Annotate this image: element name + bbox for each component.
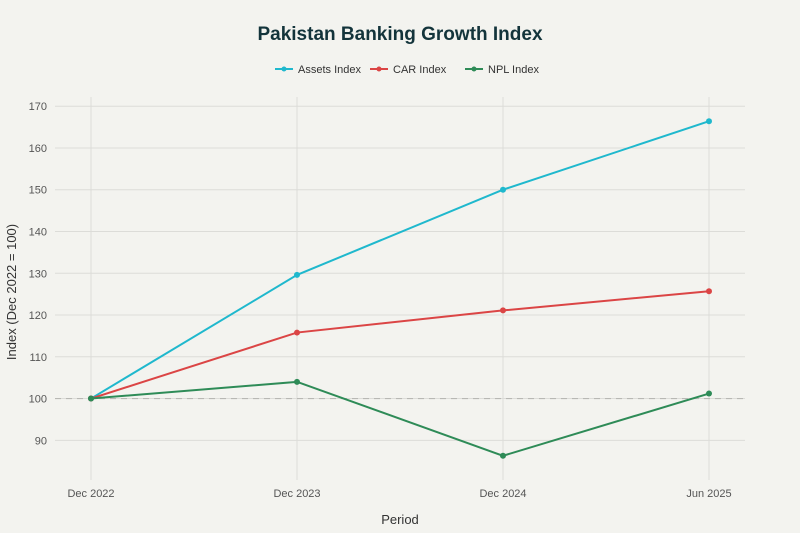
data-point: [294, 271, 300, 278]
legend-label: CAR Index: [393, 64, 447, 76]
y-axis-label: Index (Dec 2022 = 100): [4, 224, 19, 360]
x-tick-label: Dec 2024: [479, 488, 526, 500]
data-point: [500, 452, 506, 459]
y-tick-label: 160: [29, 143, 47, 155]
grid: 90 100 110 120 130 140 150 160 170 Dec 2022 Dec 20…: [29, 97, 745, 500]
x-tick-label: Jun 2025: [686, 488, 731, 500]
data-point: [500, 186, 506, 193]
data-point: [294, 378, 300, 385]
series-line-car-index: [90, 290, 710, 400]
y-tick-label: 140: [29, 226, 47, 238]
y-tick-label: 170: [29, 101, 47, 113]
legend-marker: [281, 66, 287, 72]
legend-label: Assets Index: [298, 64, 361, 76]
y-tick-label: 150: [29, 185, 47, 197]
x-tick-label: Dec 2023: [273, 488, 320, 500]
chart-title: Pakistan Banking Growth Index: [257, 24, 542, 45]
data-point: [706, 118, 712, 125]
x-axis-label: Period: [381, 512, 419, 527]
data-point: [88, 395, 94, 402]
series-line-npl-index: [90, 380, 710, 457]
data-point: [706, 288, 712, 295]
y-tick-label: 110: [29, 352, 47, 364]
legend-marker: [471, 66, 477, 72]
y-tick-label: 100: [29, 394, 47, 406]
legend-marker: [376, 66, 382, 72]
data-point: [294, 329, 300, 336]
legend-label: NPL Index: [488, 64, 539, 76]
legend: Assets Index CAR Index NPL Index: [275, 64, 539, 76]
data-point: [706, 390, 712, 397]
data-point: [500, 307, 506, 314]
series-group: [88, 118, 712, 459]
series-line-assets-index: [90, 120, 710, 400]
y-tick-label: 130: [29, 268, 47, 280]
y-tick-label: 120: [29, 310, 47, 322]
x-tick-label: Dec 2022: [67, 488, 114, 500]
y-tick-label: 90: [35, 435, 47, 447]
